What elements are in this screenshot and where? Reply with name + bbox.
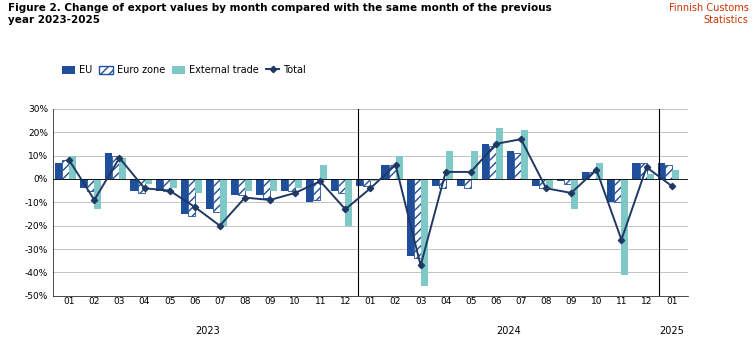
Bar — [395, 156, 402, 179]
Bar — [489, 146, 496, 179]
Bar — [438, 179, 446, 188]
Bar — [163, 179, 169, 191]
Bar — [212, 179, 220, 211]
Bar — [295, 179, 302, 188]
Bar — [633, 163, 640, 179]
Text: Figure 2. Change of export values by month compared with the same month of the p: Figure 2. Change of export values by mon… — [8, 3, 551, 25]
Bar — [87, 179, 94, 191]
Bar — [55, 163, 62, 179]
Bar — [138, 179, 144, 193]
Bar — [181, 179, 187, 214]
Bar — [131, 179, 138, 191]
Bar — [658, 163, 665, 179]
Bar — [607, 179, 615, 202]
Bar — [119, 158, 126, 179]
Bar — [557, 179, 564, 181]
Bar — [321, 165, 327, 179]
Bar — [382, 165, 389, 179]
Bar — [62, 160, 70, 179]
Bar — [621, 179, 628, 275]
Bar — [615, 179, 621, 202]
Bar — [640, 163, 646, 179]
Bar — [464, 179, 471, 188]
Bar — [370, 179, 377, 181]
Bar — [420, 179, 428, 286]
Bar — [270, 179, 277, 191]
Bar — [496, 128, 503, 179]
Bar — [414, 179, 420, 258]
Bar — [596, 163, 603, 179]
Bar — [356, 179, 364, 186]
Bar — [156, 179, 163, 191]
Bar — [80, 179, 87, 188]
Text: 2023: 2023 — [195, 326, 220, 336]
Bar — [238, 179, 245, 195]
Bar — [514, 153, 521, 179]
Bar — [281, 179, 288, 191]
Bar — [432, 179, 438, 186]
Bar — [507, 151, 514, 179]
Bar — [187, 179, 195, 216]
Bar — [546, 179, 553, 188]
Bar — [195, 179, 202, 193]
Text: Finnish Customs
Statistics: Finnish Customs Statistics — [668, 3, 748, 25]
Bar — [457, 179, 464, 186]
Bar — [313, 179, 321, 200]
Bar — [263, 179, 270, 198]
Bar — [306, 179, 313, 202]
Bar — [646, 174, 654, 179]
Bar — [446, 151, 453, 179]
Bar — [471, 151, 478, 179]
Bar — [70, 156, 76, 179]
Legend: EU, Euro zone, External trade, Total: EU, Euro zone, External trade, Total — [57, 61, 310, 79]
Bar — [169, 179, 177, 188]
Bar — [339, 179, 345, 193]
Bar — [113, 156, 119, 179]
Bar — [220, 179, 227, 226]
Bar — [590, 172, 596, 179]
Bar — [256, 179, 263, 195]
Text: 2024: 2024 — [496, 326, 521, 336]
Bar — [245, 179, 252, 191]
Bar — [331, 179, 339, 191]
Bar — [521, 130, 528, 179]
Bar — [288, 179, 295, 191]
Bar — [364, 179, 370, 186]
Bar — [144, 179, 151, 184]
Bar — [389, 165, 395, 179]
Bar — [665, 165, 671, 179]
Text: 2025: 2025 — [659, 326, 684, 336]
Bar — [671, 170, 679, 179]
Bar — [407, 179, 414, 256]
Bar — [539, 179, 546, 188]
Bar — [231, 179, 238, 195]
Bar — [532, 179, 539, 186]
Bar — [105, 153, 113, 179]
Bar — [582, 172, 590, 179]
Bar — [482, 144, 489, 179]
Bar — [572, 179, 578, 209]
Bar — [345, 179, 352, 226]
Bar — [564, 179, 572, 184]
Bar — [94, 179, 101, 209]
Bar — [206, 179, 212, 209]
